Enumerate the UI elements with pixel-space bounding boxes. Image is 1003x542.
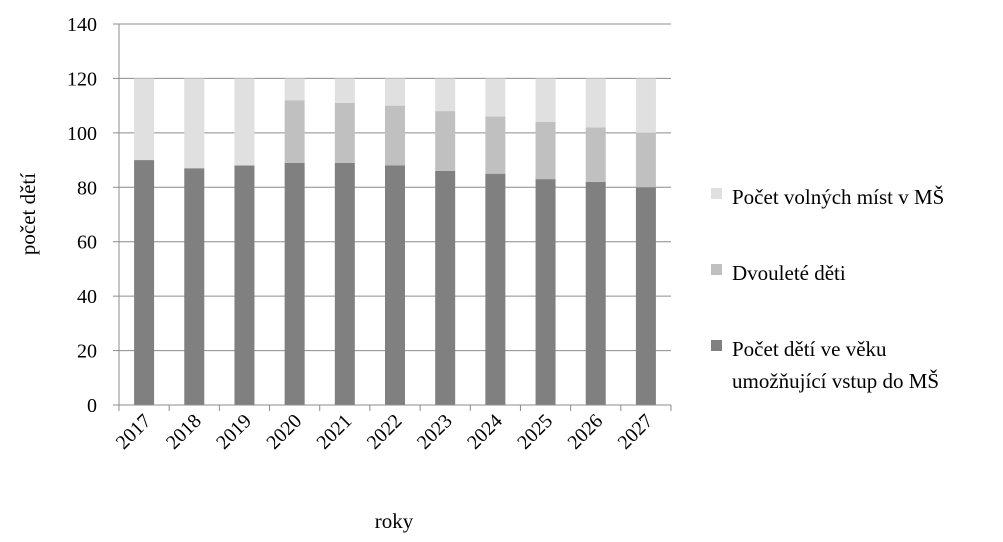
bar-segment <box>586 78 606 127</box>
x-tick-label: 2025 <box>513 410 557 454</box>
y-tick-label: 0 <box>87 395 97 417</box>
legend-swatch <box>711 188 722 199</box>
x-tick-labels: 2017 2018 2019 2020 2021 2022 2023 2024 2025 2026… <box>112 410 658 454</box>
bar-segment <box>385 166 405 405</box>
x-tick-label: 2017 <box>112 410 156 454</box>
y-axis-title: počet dětí <box>16 173 40 255</box>
bar-segment <box>636 187 656 405</box>
y-tick-labels: 0 20 40 60 80 100 120 140 <box>67 14 97 417</box>
y-tick-label: 40 <box>77 286 97 308</box>
bar-segment <box>134 78 154 160</box>
y-tick-label: 80 <box>77 177 97 199</box>
bar-segment <box>536 122 556 179</box>
x-tick-label: 2023 <box>413 410 457 454</box>
x-tick-label: 2022 <box>363 410 407 454</box>
bar-segment <box>285 163 305 405</box>
legend-label: Počet dětí ve věku <box>732 337 887 361</box>
bar-segment <box>184 168 204 405</box>
x-tick-label: 2019 <box>212 410 256 454</box>
legend-label: umožňující vstup do MŠ <box>732 369 939 393</box>
x-tick-label: 2018 <box>162 410 206 454</box>
bar-segment <box>335 103 355 163</box>
bar-segment <box>636 133 656 187</box>
bar-segment <box>184 78 204 168</box>
x-tick-label: 2026 <box>563 410 607 454</box>
bar-segment <box>485 117 505 174</box>
y-tick-label: 100 <box>67 123 97 145</box>
bar-segment <box>536 78 556 122</box>
bar-segment <box>485 78 505 116</box>
bar-segment <box>435 171 455 405</box>
bar-segment <box>335 78 355 102</box>
x-axis-title: roky <box>375 509 414 533</box>
bar-segment <box>134 160 154 405</box>
bar-segment <box>435 111 455 171</box>
bar-segment <box>234 166 254 405</box>
bar-segment <box>285 78 305 100</box>
legend-label: Dvouleté děti <box>732 261 846 285</box>
y-tick-label: 120 <box>67 68 97 90</box>
legend-swatch <box>711 264 722 275</box>
bar-segment <box>536 179 556 405</box>
legend: Počet volných míst v MŠ Dvouleté děti Poče… <box>711 185 944 393</box>
bar-segment <box>485 174 505 405</box>
y-tick-label: 20 <box>77 341 97 363</box>
x-tick-label: 2024 <box>463 410 507 454</box>
bar-segment <box>335 163 355 405</box>
x-tick-label: 2020 <box>262 410 306 454</box>
x-tick-label: 2021 <box>313 410 357 454</box>
x-tick-label: 2027 <box>614 410 658 454</box>
y-tick-label: 140 <box>67 14 97 36</box>
bar-segment <box>435 78 455 111</box>
bar-segment <box>586 182 606 405</box>
legend-swatch <box>711 340 722 351</box>
bar-segment <box>636 78 656 132</box>
bar-segment <box>234 78 254 165</box>
bar-segment <box>385 106 405 166</box>
bar-segment <box>586 127 606 181</box>
y-tick-label: 60 <box>77 232 97 254</box>
bar-segment <box>385 78 405 105</box>
legend-label: Počet volných míst v MŠ <box>732 185 944 209</box>
bar-segment <box>285 100 305 163</box>
